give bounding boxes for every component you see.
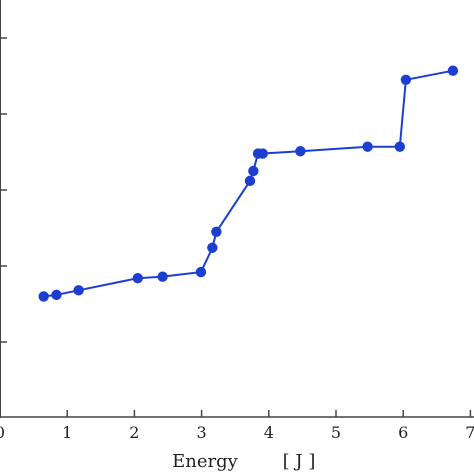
data-point (400, 74, 412, 86)
data-point (295, 146, 306, 157)
x-tick-label: 2 (129, 423, 139, 442)
data-point (248, 165, 259, 177)
data-point (157, 271, 168, 282)
data-point (447, 65, 459, 76)
data-point (394, 141, 406, 152)
data-point (244, 175, 256, 187)
data-point (257, 148, 268, 159)
x-tick-label: 1 (62, 423, 72, 442)
data-point (51, 289, 62, 301)
data-point (195, 266, 207, 278)
plot-area (38, 65, 459, 302)
data-point (211, 226, 222, 237)
x-tick-label: 0 (0, 423, 5, 442)
data-point (132, 272, 143, 284)
data-point (362, 141, 373, 152)
x-axis-unit: [ J ] (283, 451, 316, 472)
x-tick-label: 3 (197, 423, 207, 442)
data-point (73, 285, 84, 296)
x-tick-label: 4 (264, 423, 274, 442)
x-tick-label: 6 (398, 423, 408, 442)
x-tick-label: 7 (465, 423, 474, 442)
x-axis: 0 1 2 3 4 5 6 7 Energy [ J ] (0, 410, 474, 472)
y-axis (0, 0, 7, 418)
x-axis-title: Energy (172, 451, 239, 472)
data-point (38, 291, 49, 302)
data-point (207, 242, 218, 253)
x-tick-label: 5 (331, 423, 341, 442)
